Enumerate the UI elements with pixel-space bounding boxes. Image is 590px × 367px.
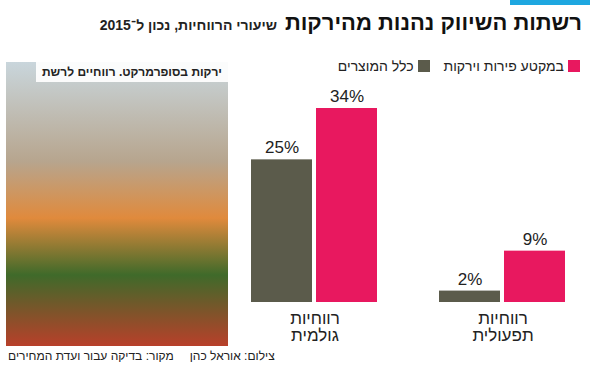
svg-text:רווחיותגולמית: רווחיותגולמית bbox=[290, 309, 340, 345]
svg-text:2%: 2% bbox=[458, 270, 483, 289]
html-text:רשתות השיווק נהנות מהירקות: רשתות השיווק נהנות מהירקות bbox=[284, 10, 582, 35]
html-text:מקור: בדיקה עבור ועדת המחירים: מקור: בדיקה עבור ועדת המחירים bbox=[8, 349, 174, 363]
svg-text:9%: 9% bbox=[523, 230, 548, 249]
svg-text:34%: 34% bbox=[330, 87, 364, 106]
svg-text:25%: 25% bbox=[265, 138, 299, 157]
html-text:כלל המוצרים: כלל המוצרים bbox=[337, 58, 414, 74]
html-text:צילום: אוראל כהן: צילום: אוראל כהן bbox=[189, 349, 275, 363]
svg-text:רווחיותתפעולית: רווחיותתפעולית bbox=[472, 309, 533, 345]
html-text:במקטע פירות וירקות: במקטע פירות וירקות bbox=[443, 58, 564, 74]
html-text:שיעורי הרווחיות, נכון ל־2015: שיעורי הרווחיות, נכון ל־2015 bbox=[99, 17, 277, 33]
html-text:ירקות בסופרמרקט. רווחיים לרשת: ירקות בסופרמרקט. רווחיים לרשת bbox=[42, 65, 222, 79]
